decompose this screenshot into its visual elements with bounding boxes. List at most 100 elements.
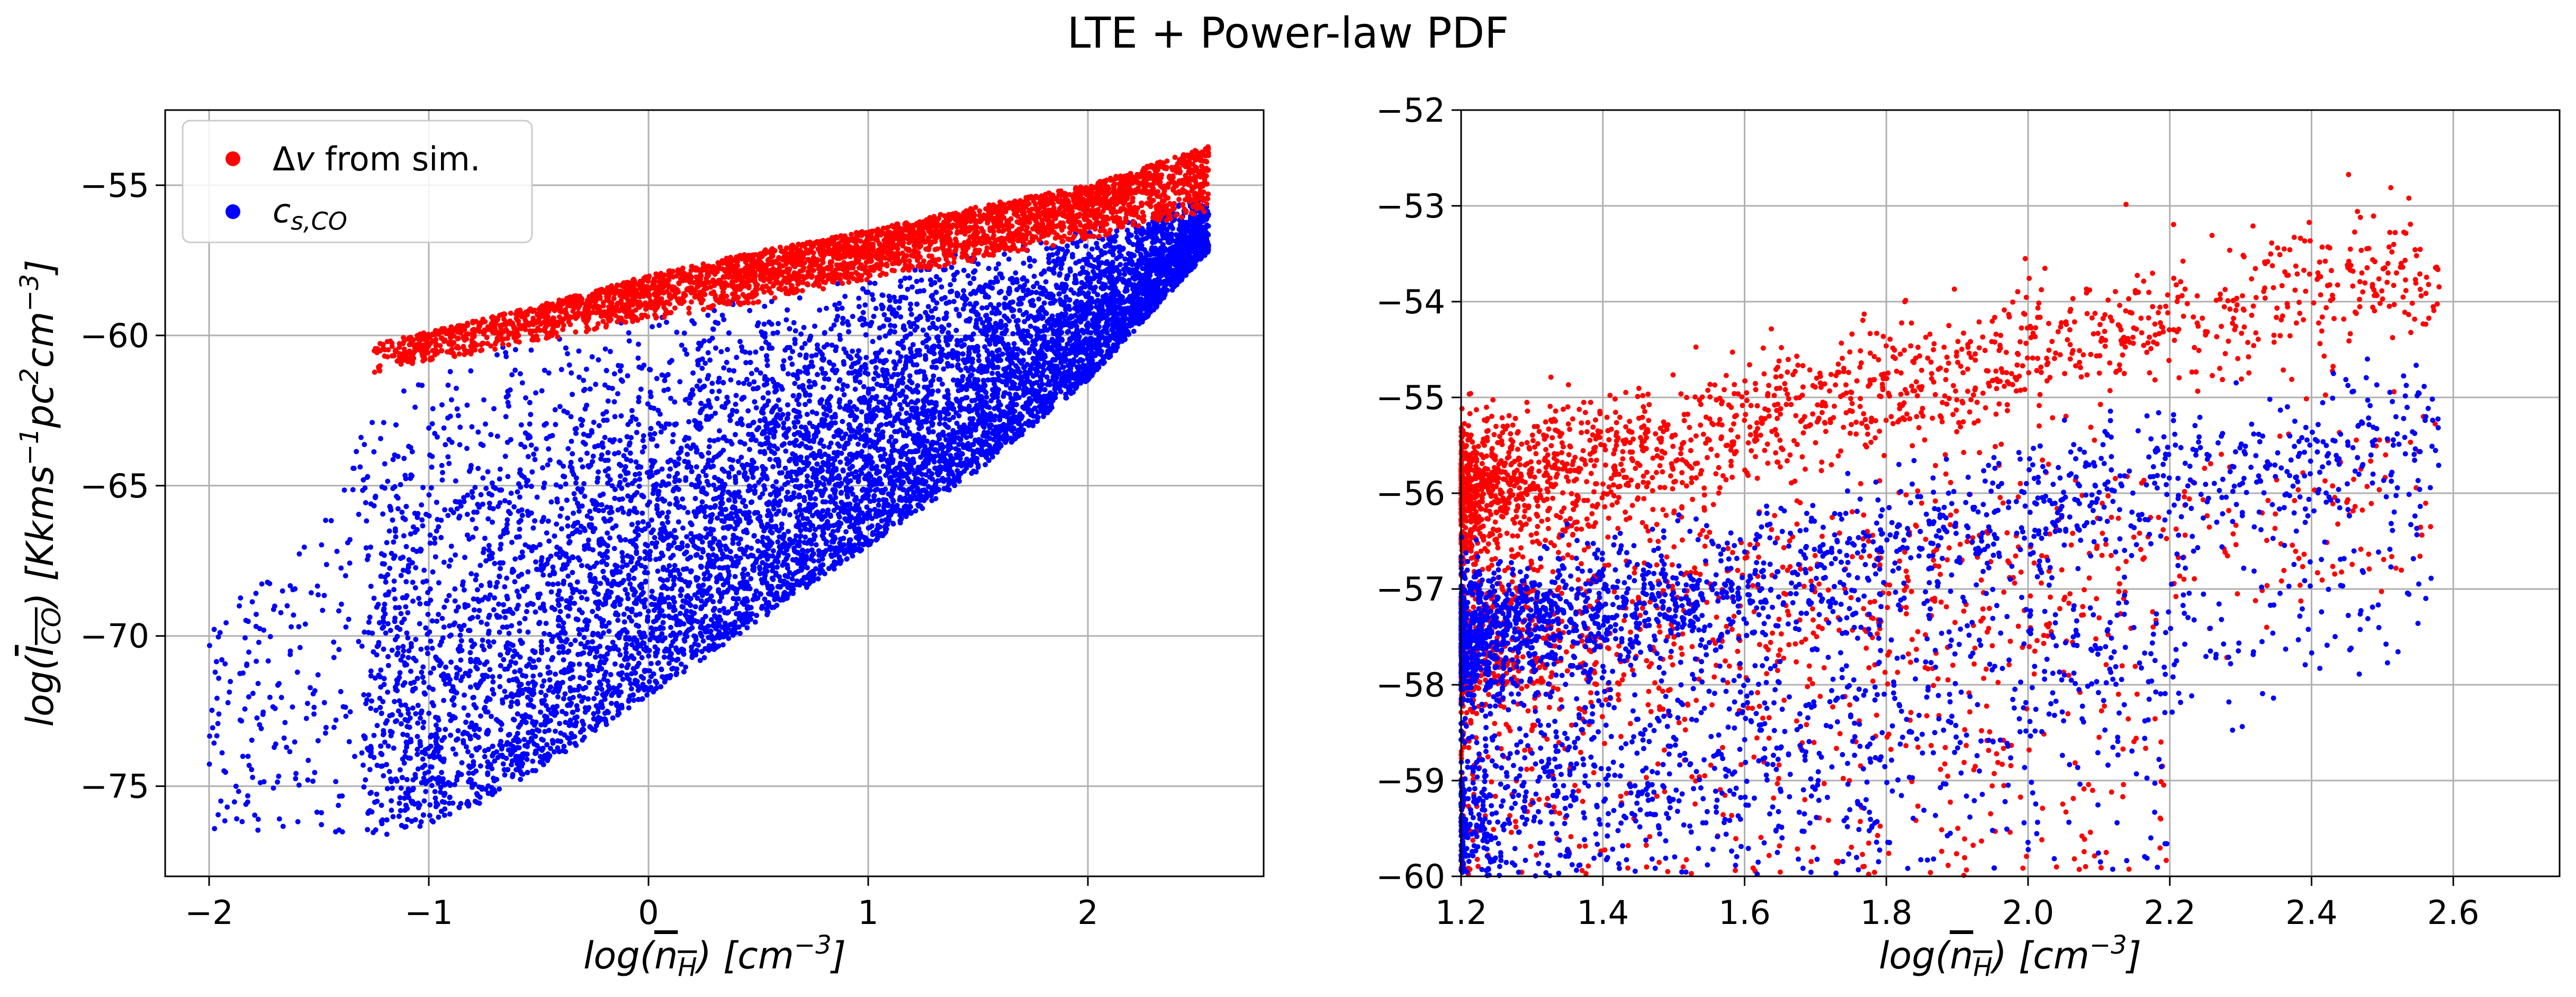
left-point-cs-co — [953, 306, 959, 312]
left-point-cs-co — [504, 575, 510, 581]
left-point-cs-co — [1068, 391, 1074, 396]
left-point-cs-co — [804, 473, 810, 479]
left-point-cs-co — [398, 611, 404, 617]
left-point-cs-co — [1021, 260, 1026, 266]
left-point-cs-co — [624, 629, 630, 635]
left-point-cs-co — [776, 397, 781, 403]
left-point-cs-co — [665, 386, 671, 392]
left-point-cs-co — [499, 753, 505, 758]
left-point-cs-co — [602, 346, 608, 352]
left-point-cs-co — [611, 546, 617, 551]
left-point-cs-co — [840, 387, 845, 393]
left-point-cs-co — [702, 514, 708, 520]
left-point-cs-co — [470, 516, 475, 522]
left-point-cs-co — [392, 619, 398, 624]
left-point-cs-co — [882, 451, 888, 457]
left-point-cs-co — [877, 335, 882, 341]
left-point-cs-co — [395, 506, 401, 512]
left-point-cs-co — [516, 509, 521, 514]
left-point-cs-co — [615, 507, 621, 513]
left-point-cs-co — [654, 443, 660, 449]
left-point-cs-co — [557, 513, 563, 519]
left-point-cs-co — [563, 481, 569, 487]
left-point-cs-co — [746, 520, 752, 525]
left-point-cs-co — [565, 573, 571, 579]
left-point-cs-co — [412, 404, 418, 410]
left-point-cs-co — [428, 485, 434, 491]
left-point-cs-co — [1022, 369, 1028, 375]
left-point-cs-co — [476, 727, 482, 732]
left-point-cs-co — [592, 654, 598, 660]
left-point-cs-co — [445, 454, 451, 460]
left-point-cs-co — [961, 288, 967, 294]
left-point-cs-co — [404, 732, 410, 738]
left-point-cs-co — [580, 719, 585, 724]
left-point-cs-co — [571, 510, 576, 516]
left-point-cs-co — [653, 678, 659, 684]
left-point-cs-co — [487, 580, 493, 586]
left-point-cs-co — [481, 647, 487, 652]
left-point-cs-co — [625, 482, 631, 488]
left-point-cs-co — [420, 674, 426, 680]
left-point-cs-co — [755, 515, 761, 521]
left-point-cs-co — [697, 378, 702, 384]
left-point-cs-co — [557, 721, 562, 727]
left-point-cs-co — [568, 459, 574, 465]
left-point-cs-co — [436, 524, 442, 530]
left-point-cs-co — [581, 635, 587, 640]
left-point-cs-co — [517, 371, 523, 377]
left-point-cs-co — [996, 407, 1002, 413]
left-point-cs-co — [417, 823, 423, 829]
left-point-cs-co — [400, 653, 406, 659]
left-point-cs-co — [660, 620, 666, 626]
left-point-cs-co — [419, 517, 425, 523]
left-point-cs-co — [847, 524, 853, 530]
left-point-cs-co — [425, 590, 430, 595]
left-point-cs-co — [383, 720, 389, 726]
left-point-cs-co — [661, 387, 667, 393]
left-point-cs-co — [406, 711, 411, 716]
left-point-cs-co — [389, 808, 394, 813]
left-point-cs-co — [498, 727, 503, 732]
left-point-cs-co — [941, 366, 947, 372]
left-point-cs-co — [871, 376, 877, 382]
left-point-cs-co — [752, 483, 758, 489]
left-point-cs-co — [584, 623, 590, 629]
left-point-cs-co — [641, 433, 646, 439]
left-point-cs-co — [390, 457, 396, 463]
left-point-cs-co — [448, 397, 454, 403]
left-point-cs-co — [421, 567, 427, 573]
left-point-cs-co — [930, 314, 935, 320]
left-point-cs-co — [401, 533, 407, 539]
left-point-cs-co — [476, 608, 482, 613]
left-point-cs-co — [871, 313, 877, 319]
left-point-cs-co — [648, 425, 654, 431]
left-point-cs-co — [797, 502, 803, 508]
left-point-cs-co — [550, 740, 556, 746]
left-point-cs-co — [512, 660, 518, 666]
left-point-cs-co — [999, 351, 1005, 357]
left-point-cs-co — [388, 776, 393, 782]
left-point-cs-co — [676, 456, 682, 461]
left-point-cs-co — [713, 345, 718, 351]
left-point-cs-co — [640, 519, 646, 524]
left-point-cs-co — [960, 306, 966, 312]
left-point-cs-co — [635, 355, 641, 361]
left-point-cs-co — [538, 709, 543, 715]
left-point-cs-co — [389, 647, 395, 653]
left-point-cs-co — [779, 486, 785, 492]
left-point-cs-co — [940, 381, 945, 387]
left-point-cs-co — [716, 388, 722, 394]
left-point-cs-co — [638, 386, 644, 392]
left-point-cs-co — [403, 604, 409, 610]
left-point-cs-co — [706, 444, 712, 450]
left-point-cs-co — [485, 516, 491, 522]
left-point-cs-co — [511, 504, 517, 510]
left-point-cs-co — [436, 580, 442, 586]
left-point-cs-co — [480, 442, 486, 448]
left-point-cs-co — [570, 569, 575, 575]
left-point-cs-co — [699, 539, 705, 545]
left-point-cs-co — [698, 401, 704, 406]
left-point-cs-co — [1044, 246, 1050, 251]
left-point-cs-co — [565, 515, 571, 521]
